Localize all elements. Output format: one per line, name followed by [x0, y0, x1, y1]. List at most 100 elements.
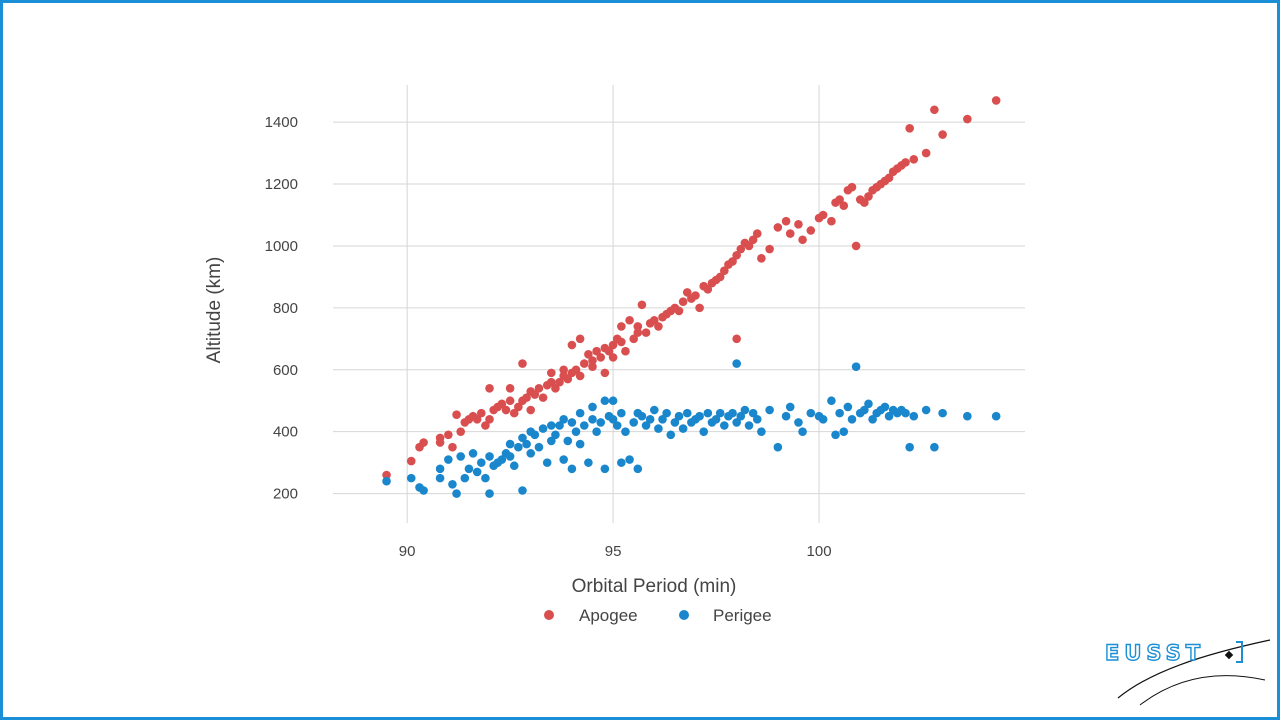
data-point-perigee	[382, 476, 391, 486]
data-point-perigee	[435, 473, 445, 483]
data-point-perigee	[752, 415, 762, 424]
x-tick-label: 100	[807, 543, 832, 560]
data-point-perigee	[711, 415, 721, 424]
data-point-apogee	[901, 158, 910, 167]
data-point-apogee	[448, 442, 457, 452]
data-point-perigee	[765, 405, 774, 415]
data-point-perigee	[670, 418, 680, 427]
data-point-perigee	[571, 427, 581, 436]
data-point-perigee	[584, 458, 593, 467]
data-point-perigee	[839, 427, 849, 436]
legend-label-perigee: Perigee	[713, 606, 772, 625]
data-point-perigee	[600, 464, 610, 474]
data-point-apogee	[617, 337, 626, 347]
data-point-apogee	[732, 250, 741, 260]
eusst-logo: EUSST	[1104, 639, 1271, 706]
data-point-apogee	[633, 322, 643, 331]
logo-bracket	[1236, 641, 1243, 663]
y-tick-label: 1400	[265, 114, 298, 131]
data-point-apogee	[728, 257, 737, 266]
data-point-perigee	[608, 415, 618, 424]
data-point-perigee	[452, 489, 461, 498]
x-tick-label: 95	[605, 543, 622, 560]
data-point-perigee	[575, 439, 585, 449]
data-point-apogee	[621, 346, 630, 356]
data-point-perigee	[522, 439, 531, 449]
axis-ticks: 90 95 100 200 400 600 800 1000 1200 1400	[265, 114, 832, 560]
data-point-perigee	[649, 405, 659, 415]
data-point-perigee	[575, 408, 585, 418]
data-point-apogee	[522, 393, 531, 402]
data-point-apogee	[406, 456, 416, 466]
data-point-apogee	[501, 405, 511, 415]
data-point-perigee	[497, 455, 507, 464]
data-point-perigee	[485, 489, 494, 498]
data-point-perigee	[419, 486, 428, 495]
data-point-apogee	[617, 322, 626, 331]
data-point-apogee	[794, 219, 803, 229]
data-point-apogee	[938, 130, 947, 139]
data-point-perigee	[930, 442, 939, 452]
data-point-perigee	[588, 402, 597, 412]
data-point-apogee	[703, 284, 713, 294]
data-point-perigee	[518, 486, 527, 495]
data-point-perigee	[551, 430, 560, 440]
data-point-apogee	[608, 340, 618, 350]
data-point-perigee	[464, 464, 474, 474]
data-point-perigee	[530, 430, 540, 440]
data-point-apogee	[736, 244, 746, 254]
data-point-apogee	[757, 254, 766, 263]
data-point-perigee	[514, 442, 523, 452]
data-point-perigee	[460, 473, 470, 483]
data-point-apogee	[963, 114, 972, 124]
data-point-apogee	[654, 322, 663, 331]
data-point-perigee	[868, 415, 877, 424]
logo-swoosh-upper	[1117, 639, 1271, 699]
data-point-apogee	[563, 374, 573, 384]
data-point-perigee	[827, 396, 836, 406]
y-tick-label: 600	[273, 362, 298, 379]
data-point-perigee	[476, 458, 486, 467]
series-apogee	[382, 96, 1001, 480]
data-point-apogee	[435, 433, 445, 443]
data-point-perigee	[654, 424, 663, 433]
data-point-perigee	[732, 359, 741, 368]
data-point-apogee	[752, 229, 762, 238]
data-point-perigee	[909, 411, 919, 421]
data-point-apogee	[851, 241, 861, 251]
data-point-perigee	[588, 415, 597, 424]
data-point-apogee	[588, 362, 597, 371]
data-point-apogee	[860, 198, 869, 207]
data-point-apogee	[547, 377, 556, 387]
data-point-perigee	[505, 452, 515, 461]
data-point-perigee	[567, 464, 577, 474]
data-point-apogee	[633, 328, 643, 337]
y-tick-label: 200	[273, 486, 298, 503]
data-point-perigee	[864, 399, 873, 409]
data-point-apogee	[785, 229, 795, 238]
data-point-perigee	[505, 439, 515, 449]
data-point-apogee	[674, 306, 684, 316]
data-point-perigee	[666, 430, 676, 440]
data-point-apogee	[678, 297, 688, 306]
data-point-apogee	[818, 210, 828, 220]
data-point-perigee	[658, 415, 667, 424]
data-point-apogee	[555, 377, 564, 387]
data-point-perigee	[938, 408, 947, 418]
data-point-perigee	[798, 427, 807, 436]
data-point-perigee	[633, 464, 643, 474]
data-point-apogee	[773, 223, 783, 232]
data-point-apogee	[526, 405, 536, 415]
data-point-apogee	[625, 315, 634, 325]
data-point-perigee	[637, 411, 647, 421]
data-point-perigee	[732, 418, 741, 427]
data-point-perigee	[468, 449, 478, 458]
data-point-apogee	[604, 346, 614, 356]
data-point-apogee	[592, 346, 601, 356]
data-point-perigee	[695, 411, 704, 421]
data-point-perigee	[963, 411, 972, 421]
data-point-apogee	[571, 365, 581, 375]
data-point-apogee	[476, 408, 486, 418]
data-point-perigee	[563, 436, 573, 446]
